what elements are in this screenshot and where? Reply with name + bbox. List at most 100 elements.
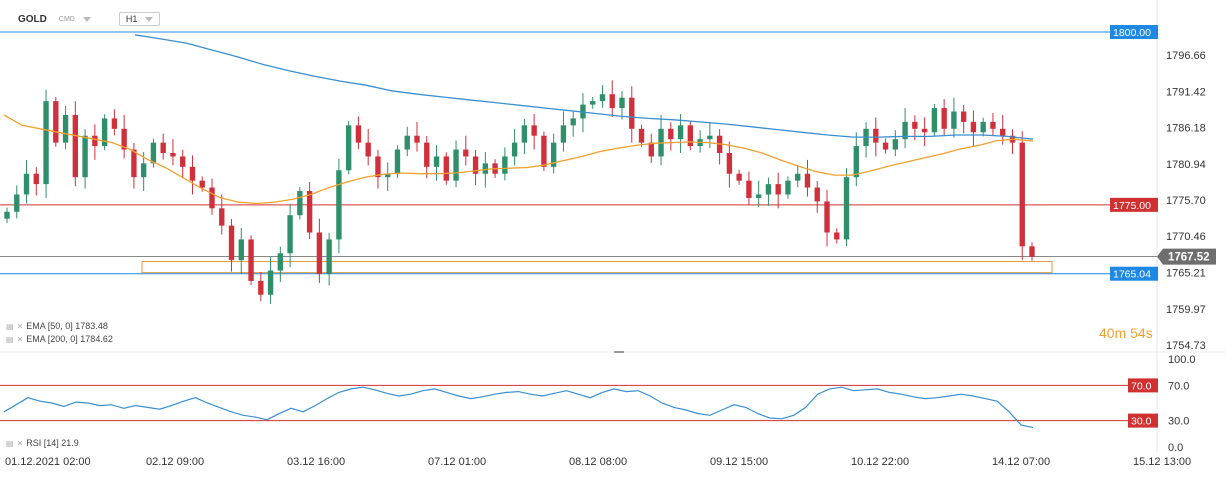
close-icon[interactable]: ✕ xyxy=(16,334,24,344)
close-icon[interactable]: ✕ xyxy=(16,321,24,331)
settings-icon[interactable]: ▤ xyxy=(6,438,14,448)
candle-body xyxy=(960,111,967,122)
y-tick-label: 1791.42 xyxy=(1166,86,1206,98)
candle-body xyxy=(1000,128,1006,136)
candle-body xyxy=(560,125,567,143)
candle-body xyxy=(433,156,440,167)
candle-body xyxy=(902,121,908,140)
x-tick-label: 02.12 09:00 xyxy=(146,456,204,468)
y-tick-label: 1770.46 xyxy=(1166,231,1206,243)
candle-body xyxy=(238,239,244,261)
candle-body xyxy=(609,94,615,109)
candle-body xyxy=(336,170,342,240)
candle-body xyxy=(1029,246,1035,257)
candle-body xyxy=(550,142,557,167)
candle-body xyxy=(306,191,313,233)
candle-body xyxy=(824,201,830,233)
candle-body xyxy=(482,163,489,174)
candle-body xyxy=(375,156,381,178)
candle-body xyxy=(599,94,606,102)
candle-body xyxy=(990,121,996,129)
rsi-level-label: 30.0 xyxy=(1131,416,1152,428)
legend-rsi[interactable]: ▤ ✕ RSI [14] 21.9 xyxy=(6,438,79,448)
candle-body xyxy=(92,135,98,147)
candle-body xyxy=(199,180,205,188)
candle-body xyxy=(394,149,401,174)
y-tick-label: 1796.66 xyxy=(1166,50,1206,62)
timeframe-value: H1 xyxy=(125,14,138,24)
candle-body xyxy=(463,149,469,157)
candle-body xyxy=(570,118,576,126)
candle-body xyxy=(746,180,752,198)
candle-body xyxy=(843,177,850,240)
close-icon[interactable]: ✕ xyxy=(16,438,24,448)
settings-icon[interactable]: ▤ xyxy=(6,321,14,331)
candle-body xyxy=(677,125,684,140)
x-tick-label: 03.12 16:00 xyxy=(287,456,345,468)
candle-body xyxy=(638,128,645,143)
candle-body xyxy=(53,101,59,143)
countdown-seconds: 54 xyxy=(1130,325,1146,341)
candle-body xyxy=(365,142,371,157)
y-tick-label: 1775.70 xyxy=(1166,195,1206,207)
candle-body xyxy=(101,118,108,147)
legend-ema200[interactable]: ▤ ✕ EMA [200, 0] 1784.62 xyxy=(6,334,113,344)
rsi-line xyxy=(3,386,1034,429)
candle-body xyxy=(160,142,166,153)
ema200-label: EMA [200, 0] 1784.62 xyxy=(26,334,113,344)
candle-body xyxy=(228,225,235,261)
candle-body xyxy=(795,173,801,181)
candle-body xyxy=(62,114,69,143)
candle-body xyxy=(248,239,254,281)
candle-body xyxy=(150,142,157,164)
candle-body xyxy=(453,149,459,181)
level-badge xyxy=(1110,266,1158,281)
candle-body xyxy=(921,128,928,133)
legend-ema50[interactable]: ▤ ✕ EMA [50, 0] 1783.48 xyxy=(6,321,108,331)
candle-body xyxy=(619,97,625,109)
candle-body xyxy=(755,194,762,198)
level-label: 1775.00 xyxy=(1113,200,1151,212)
rsi-y-tick-label: 100.0 xyxy=(1168,354,1196,366)
y-tick-label: 1759.97 xyxy=(1166,304,1206,316)
rsi-label: RSI [14] 21.9 xyxy=(26,438,79,448)
candle-body xyxy=(951,111,957,129)
symbol-label[interactable]: GOLD xyxy=(18,13,47,25)
x-tick-label: 10.12 22:00 xyxy=(851,456,909,468)
ema50-label: EMA [50, 0] 1783.48 xyxy=(26,321,108,331)
timeframe-select[interactable]: H1 xyxy=(118,12,161,26)
candle-body xyxy=(892,139,899,150)
candle-body xyxy=(140,163,147,178)
candle-body xyxy=(385,173,391,178)
level-badge xyxy=(1110,197,1158,212)
rsi-level-badge xyxy=(1128,413,1158,428)
settings-icon[interactable]: ▤ xyxy=(6,334,14,344)
x-tick-label: 07.12 01:00 xyxy=(428,456,486,468)
candle-body xyxy=(765,184,772,195)
candle-body xyxy=(170,152,176,157)
market-label: CMD xyxy=(58,15,75,23)
x-tick-label: 09.12 15:00 xyxy=(710,456,768,468)
candle-body xyxy=(111,118,118,129)
x-tick-label: 01.12.2021 02:00 xyxy=(5,456,91,468)
candle-body xyxy=(931,108,938,133)
candle-body xyxy=(502,156,508,174)
candle-body xyxy=(424,142,430,167)
x-tick-label: 08.12 08:00 xyxy=(569,456,627,468)
candle-body xyxy=(121,128,127,150)
rsi-level-label: 70.0 xyxy=(1131,380,1152,392)
candle-body xyxy=(775,184,781,195)
candle-body xyxy=(258,280,264,295)
candle-body xyxy=(82,135,88,178)
symbol-chevron-down-icon[interactable] xyxy=(82,16,91,22)
candle-body xyxy=(33,173,39,185)
level-badge xyxy=(1110,25,1158,39)
candle-body xyxy=(511,142,518,157)
candle-body xyxy=(648,142,654,157)
candle-countdown: 40m 54s xyxy=(1099,325,1153,341)
candle-body xyxy=(267,270,274,295)
rsi-y-tick-label: 0.0 xyxy=(1168,442,1183,454)
candle-body xyxy=(912,121,918,129)
candle-body xyxy=(521,125,528,143)
